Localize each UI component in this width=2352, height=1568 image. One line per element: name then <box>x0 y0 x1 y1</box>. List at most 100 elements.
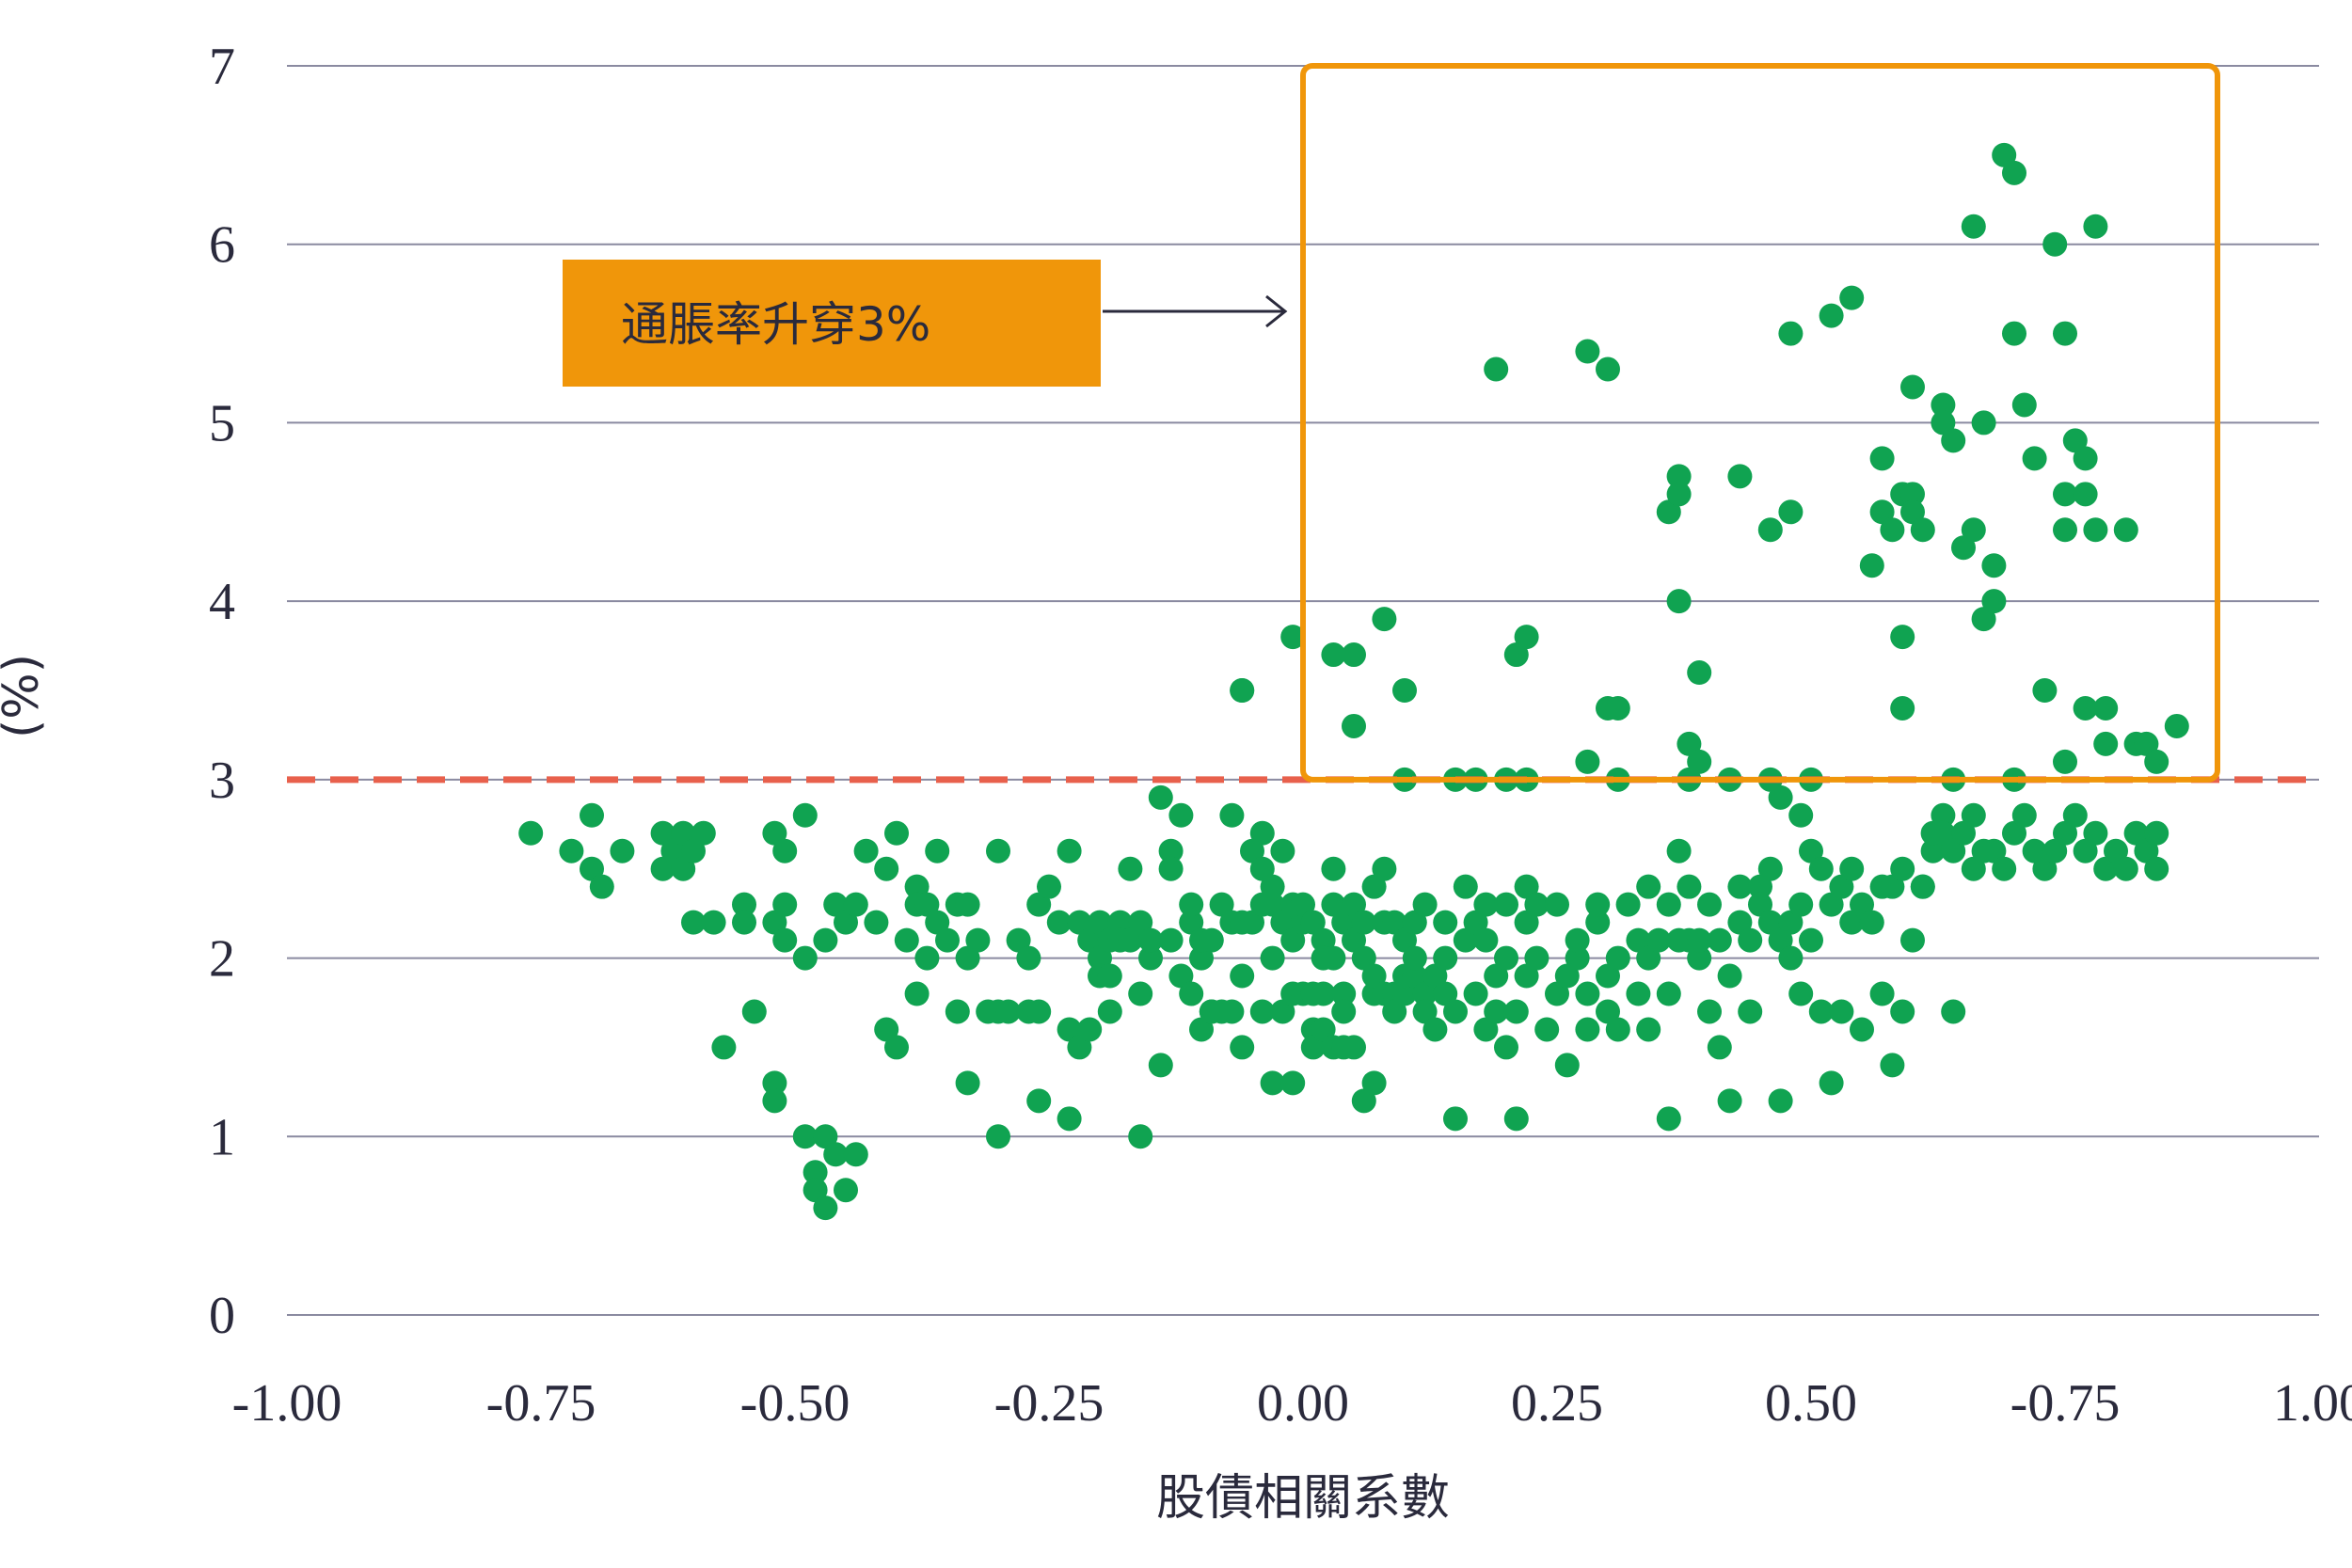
data-point <box>1900 927 1925 953</box>
data-point <box>1585 892 1611 917</box>
data-point <box>1981 589 2007 614</box>
data-point <box>1514 963 1539 989</box>
data-point <box>1859 553 1884 578</box>
data-point <box>935 927 960 953</box>
x-tick-label: -0.25 <box>994 1374 1104 1433</box>
data-point <box>1118 856 1143 881</box>
data-point <box>1351 910 1376 935</box>
data-point <box>1219 802 1245 828</box>
data-point <box>1575 1017 1600 1042</box>
data-point <box>1088 945 1112 971</box>
data-point <box>2042 231 2068 257</box>
data-point <box>1656 1106 1681 1132</box>
data-point <box>1392 678 1417 703</box>
data-point <box>925 910 950 935</box>
data-point <box>792 1124 818 1149</box>
data-point <box>1199 927 1224 953</box>
data-point <box>853 838 879 863</box>
annotation-box <box>563 260 1101 387</box>
data-point <box>1850 1017 1874 1042</box>
data-point <box>1626 927 1651 953</box>
data-point <box>1666 838 1692 863</box>
data-point <box>1666 589 1692 614</box>
data-point <box>1361 874 1387 899</box>
data-point <box>1342 927 1366 953</box>
data-point <box>1971 607 1996 632</box>
data-point <box>1605 1017 1630 1042</box>
data-point <box>884 1035 909 1060</box>
data-point <box>1778 945 1804 971</box>
data-point <box>1626 981 1651 1006</box>
data-point <box>894 927 919 953</box>
data-point <box>1484 356 1509 382</box>
data-point <box>2053 482 2077 507</box>
data-point <box>1494 892 1518 917</box>
y-tick-label: 4 <box>209 573 235 631</box>
data-point <box>1768 1088 1793 1114</box>
data-point <box>1596 999 1620 1024</box>
data-point <box>1179 910 1204 935</box>
data-point <box>1118 927 1143 953</box>
data-point <box>1179 981 1204 1006</box>
data-point <box>1757 856 1783 881</box>
data-point <box>1992 142 2017 167</box>
data-point <box>1503 1106 1529 1132</box>
data-point <box>650 856 675 881</box>
data-point <box>1850 892 1874 917</box>
data-point <box>1473 927 1499 953</box>
data-point <box>823 892 849 917</box>
data-point <box>1270 999 1295 1024</box>
data-point <box>1666 482 1692 507</box>
data-point <box>1026 1088 1052 1114</box>
data-point <box>955 945 980 971</box>
data-point <box>1046 910 1072 935</box>
data-point <box>1189 945 1214 971</box>
data-point <box>813 927 838 953</box>
data-point <box>864 910 889 935</box>
data-point <box>1321 945 1346 971</box>
data-point <box>1605 695 1630 721</box>
data-point <box>1992 856 2017 881</box>
data-point <box>1463 910 1488 935</box>
data-point <box>772 927 798 953</box>
data-point <box>2093 856 2119 881</box>
data-point <box>834 910 858 935</box>
data-point <box>1738 927 1763 953</box>
x-axis-title: 股債相關系數 <box>1156 1470 1450 1527</box>
data-point <box>1757 517 1783 543</box>
data-point <box>1981 553 2007 578</box>
data-point <box>2104 838 2128 863</box>
data-point <box>1656 892 1681 917</box>
data-point <box>1412 892 1438 917</box>
data-point <box>1636 945 1661 971</box>
data-point <box>681 910 706 935</box>
data-point <box>955 892 980 917</box>
data-point <box>1148 1053 1173 1078</box>
data-point <box>986 1124 1010 1149</box>
data-point <box>1931 820 1956 846</box>
data-point <box>2073 838 2098 863</box>
data-point <box>792 945 818 971</box>
data-point <box>650 820 675 846</box>
data-point <box>1494 1035 1518 1060</box>
data-point <box>986 838 1010 863</box>
data-point <box>1331 999 1357 1024</box>
data-point <box>1321 642 1346 668</box>
data-point <box>1503 999 1529 1024</box>
data-point <box>1920 838 1946 863</box>
data-point <box>2113 856 2138 881</box>
data-point <box>965 927 991 953</box>
data-point <box>1260 1070 1285 1096</box>
data-point <box>1646 927 1671 953</box>
data-point <box>874 1017 899 1042</box>
data-point <box>1788 981 1814 1006</box>
data-point <box>1240 910 1264 935</box>
data-point <box>1575 981 1600 1006</box>
data-point <box>772 838 798 863</box>
data-point <box>1026 999 1052 1024</box>
data-point <box>2123 820 2149 846</box>
data-point <box>1900 374 1925 400</box>
data-point <box>1727 874 1753 899</box>
data-point <box>1829 999 1854 1024</box>
data-point <box>2053 321 2077 346</box>
